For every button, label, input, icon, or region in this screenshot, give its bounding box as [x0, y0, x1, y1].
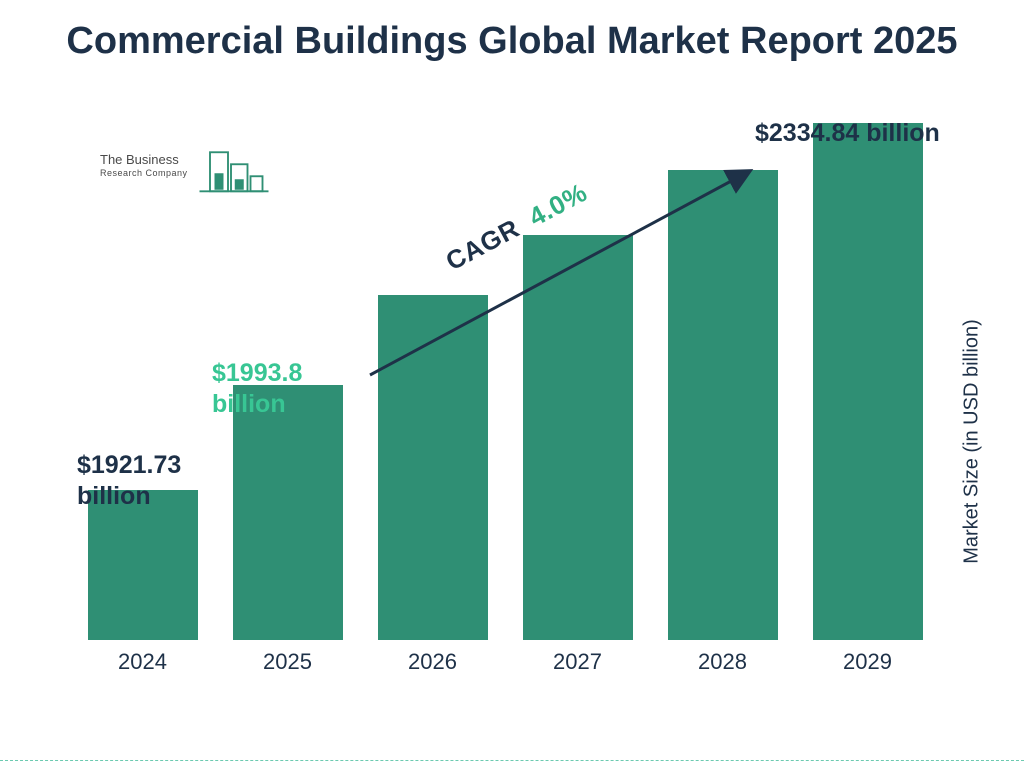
- bar-group: 2024: [70, 490, 215, 640]
- chart-canvas: Commercial Buildings Global Market Repor…: [0, 0, 1024, 768]
- bar: [233, 385, 343, 640]
- bar: [378, 295, 488, 640]
- bottom-separator: [0, 760, 1024, 761]
- x-axis-label: 2027: [553, 649, 602, 675]
- x-axis-label: 2026: [408, 649, 457, 675]
- chart-title: Commercial Buildings Global Market Repor…: [0, 20, 1024, 63]
- plot-area: 202420252026202720282029: [70, 120, 940, 680]
- value-label-2025: $1993.8 billion: [212, 358, 342, 421]
- value-label-2029: $2334.84 billion: [755, 118, 940, 149]
- yaxis-label: Market Size (in USD billion): [961, 312, 984, 572]
- x-axis-label: 2028: [698, 649, 747, 675]
- bars-container: 202420252026202720282029: [70, 120, 940, 640]
- value-label-2024: $1921.73 billion: [77, 450, 207, 513]
- bar-group: 2027: [505, 235, 650, 640]
- bar-group: 2028: [650, 170, 795, 640]
- bar-group: 2025: [215, 385, 360, 640]
- bar: [668, 170, 778, 640]
- bar-group: 2029: [795, 123, 940, 640]
- x-axis-label: 2024: [118, 649, 167, 675]
- bar: [523, 235, 633, 640]
- bar: [813, 123, 923, 640]
- x-axis-label: 2029: [843, 649, 892, 675]
- bar: [88, 490, 198, 640]
- bar-group: 2026: [360, 295, 505, 640]
- x-axis-label: 2025: [263, 649, 312, 675]
